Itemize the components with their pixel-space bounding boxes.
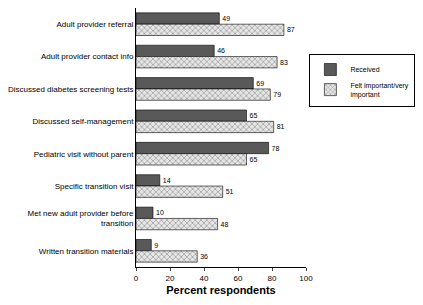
svg-text:100: 100 — [299, 274, 313, 283]
svg-text:48: 48 — [221, 221, 229, 228]
svg-text:Pediatric visit without parent: Pediatric visit without parent — [34, 149, 134, 158]
svg-text:Written transition materials: Written transition materials — [39, 247, 134, 256]
svg-text:78: 78 — [272, 145, 280, 152]
svg-text:49: 49 — [222, 15, 230, 22]
svg-text:Percent respondents: Percent respondents — [166, 284, 275, 296]
svg-text:51: 51 — [226, 188, 234, 195]
svg-text:60: 60 — [234, 274, 243, 283]
svg-text:79: 79 — [273, 91, 281, 98]
svg-text:65: 65 — [250, 156, 258, 163]
svg-text:Adult provider referral: Adult provider referral — [56, 20, 133, 29]
svg-text:87: 87 — [287, 26, 295, 33]
svg-text:0: 0 — [134, 274, 139, 283]
svg-text:36: 36 — [200, 253, 208, 260]
svg-text:80: 80 — [268, 274, 277, 283]
svg-text:Discussed diabetes screening t: Discussed diabetes screening tests — [8, 85, 133, 94]
svg-text:9: 9 — [154, 242, 158, 249]
svg-text:10: 10 — [156, 209, 164, 216]
svg-text:Adult provider contact info: Adult provider contact info — [41, 52, 134, 61]
svg-text:14: 14 — [163, 177, 171, 184]
svg-text:81: 81 — [277, 123, 285, 130]
svg-text:46: 46 — [217, 47, 225, 54]
svg-text:83: 83 — [280, 59, 288, 66]
svg-text:20: 20 — [166, 274, 175, 283]
svg-text:Felt important/veryimportant: Felt important/veryimportant — [350, 82, 408, 99]
svg-text:Discussed self-management: Discussed self-management — [32, 117, 134, 126]
svg-text:69: 69 — [256, 80, 264, 87]
svg-text:Specific transition visit: Specific transition visit — [55, 182, 134, 191]
svg-text:Met new adult provider beforet: Met new adult provider beforetransition — [28, 209, 134, 228]
svg-text:40: 40 — [200, 274, 209, 283]
svg-text:65: 65 — [250, 112, 258, 119]
svg-text:Received: Received — [350, 66, 379, 73]
